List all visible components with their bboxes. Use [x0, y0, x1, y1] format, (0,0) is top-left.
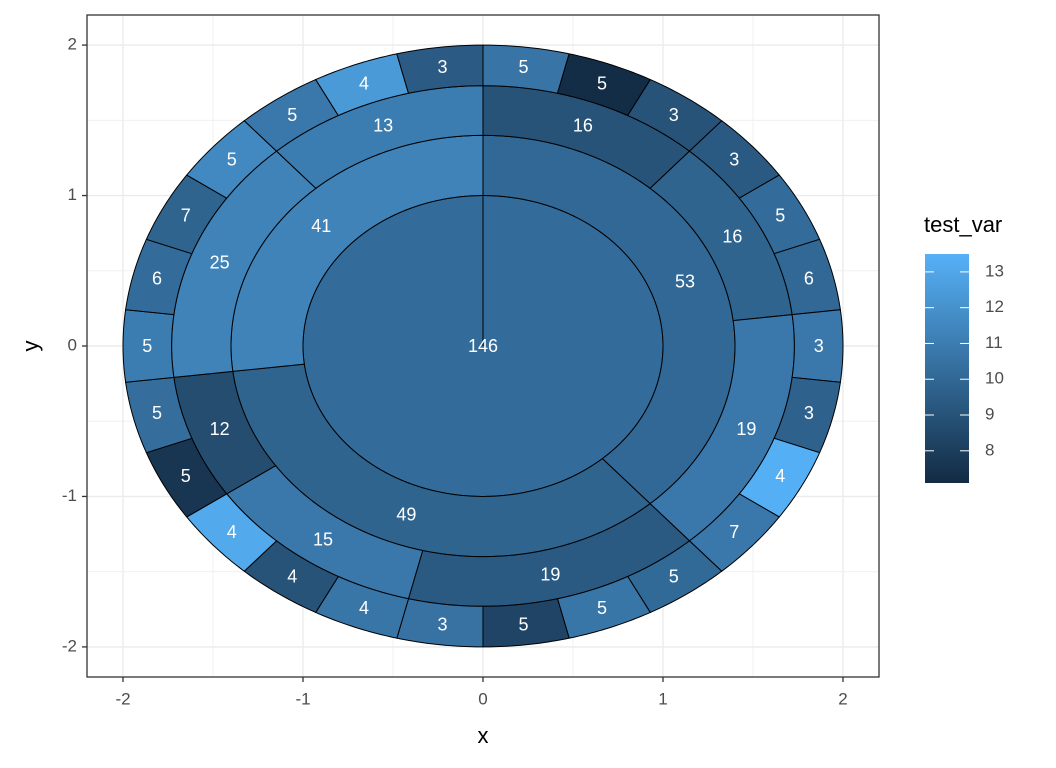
segment-label: 7 [181, 205, 191, 225]
segment-label: 5 [597, 598, 607, 618]
segment-label: 7 [729, 522, 739, 542]
colorbar-tick-label: 8 [985, 440, 994, 459]
y-tick-label: 1 [68, 185, 77, 204]
segment-label: 5 [181, 466, 191, 486]
y-tick-label: 0 [68, 335, 77, 354]
colorbar-tick-label: 13 [985, 261, 1004, 280]
segment-label: 41 [311, 216, 331, 236]
colorbar-tick-label: 10 [985, 369, 1004, 388]
segment-label: 4 [775, 466, 785, 486]
segment-label: 6 [152, 269, 162, 289]
segment-label: 16 [722, 226, 742, 246]
segment-label: 3 [729, 150, 739, 170]
segment-label: 4 [287, 567, 297, 587]
x-tick-label: 2 [838, 689, 847, 708]
segment-label: 4 [227, 522, 237, 542]
x-tick-label: 1 [658, 689, 667, 708]
segment-label: 5 [597, 73, 607, 93]
segment-label: 16 [573, 116, 593, 136]
segments [122, 44, 844, 648]
segment [396, 44, 484, 94]
segment-label: 5 [227, 150, 237, 170]
segment-label: 15 [313, 530, 333, 550]
segment-label: 5 [287, 105, 297, 125]
segment-label: 5 [669, 567, 679, 587]
segment-label: 49 [396, 505, 416, 525]
segment-label: 53 [675, 272, 695, 292]
segment-label: 3 [438, 614, 448, 634]
segment-label: 4 [359, 73, 369, 93]
segment-label: 19 [540, 564, 560, 584]
y-tick-label: -2 [62, 636, 77, 655]
x-axis-title: x [478, 723, 489, 748]
colorbar [925, 254, 969, 483]
segment-label: 5 [775, 205, 785, 225]
colorbar-tick-label: 11 [985, 333, 1003, 352]
segment-label: 5 [142, 336, 152, 356]
legend-title: test_var [924, 212, 1002, 237]
segment-label: 25 [210, 252, 230, 272]
segment-label: 12 [210, 419, 230, 439]
y-tick-label: 2 [68, 35, 77, 54]
legend: 8 9 10 11 12 13 [925, 261, 1004, 459]
x-tick-label: 0 [478, 689, 487, 708]
segment-label: 146 [468, 336, 498, 356]
segment-label: 13 [373, 116, 393, 136]
x-tick-label: -2 [115, 689, 130, 708]
colorbar-tick-label: 12 [985, 297, 1004, 316]
segment-label: 19 [736, 419, 756, 439]
segment-label: 6 [804, 269, 814, 289]
y-axis-title: y [18, 341, 43, 352]
y-tick-label: -1 [62, 486, 77, 505]
segment-label: 5 [152, 403, 162, 423]
segment-label: 3 [438, 57, 448, 77]
x-tick-label: -1 [295, 689, 310, 708]
segment-label: 5 [518, 57, 528, 77]
segment-label: 5 [518, 614, 528, 634]
segment-label: 3 [804, 403, 814, 423]
segment-label: 3 [814, 336, 824, 356]
segment-label: 3 [669, 105, 679, 125]
segment-label: 4 [359, 598, 369, 618]
colorbar-tick-label: 9 [985, 405, 994, 424]
